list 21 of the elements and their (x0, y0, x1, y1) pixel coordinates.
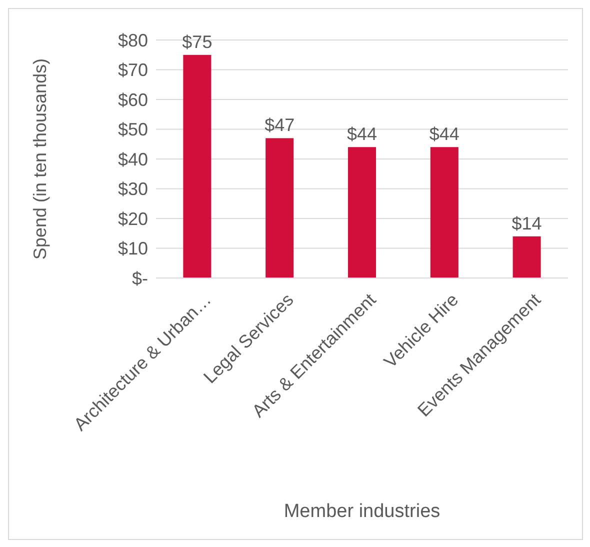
y-tick-label: $20 (118, 208, 148, 229)
bar (430, 147, 458, 278)
y-tick-label: $70 (118, 60, 148, 80)
y-tick-label: $80 (118, 30, 148, 50)
bar (348, 147, 376, 278)
y-tick-label: $60 (118, 90, 148, 110)
bar (266, 138, 294, 278)
y-tick-label: $10 (118, 238, 148, 259)
y-tick-label: $40 (118, 149, 148, 170)
bar (183, 54, 212, 278)
y-tick-label: $- (132, 268, 148, 288)
data-label: $14 (512, 213, 542, 234)
bar (512, 236, 541, 278)
data-label: $75 (182, 32, 212, 52)
x-axis-title: Member industries (284, 501, 440, 522)
data-label: $47 (264, 115, 295, 136)
y-tick-label: $50 (118, 120, 148, 140)
data-label: $44 (346, 124, 378, 144)
data-label: $44 (429, 124, 460, 144)
y-axis-title: Spend (in ten thousands) (30, 58, 50, 260)
y-tick-label: $30 (118, 179, 148, 200)
